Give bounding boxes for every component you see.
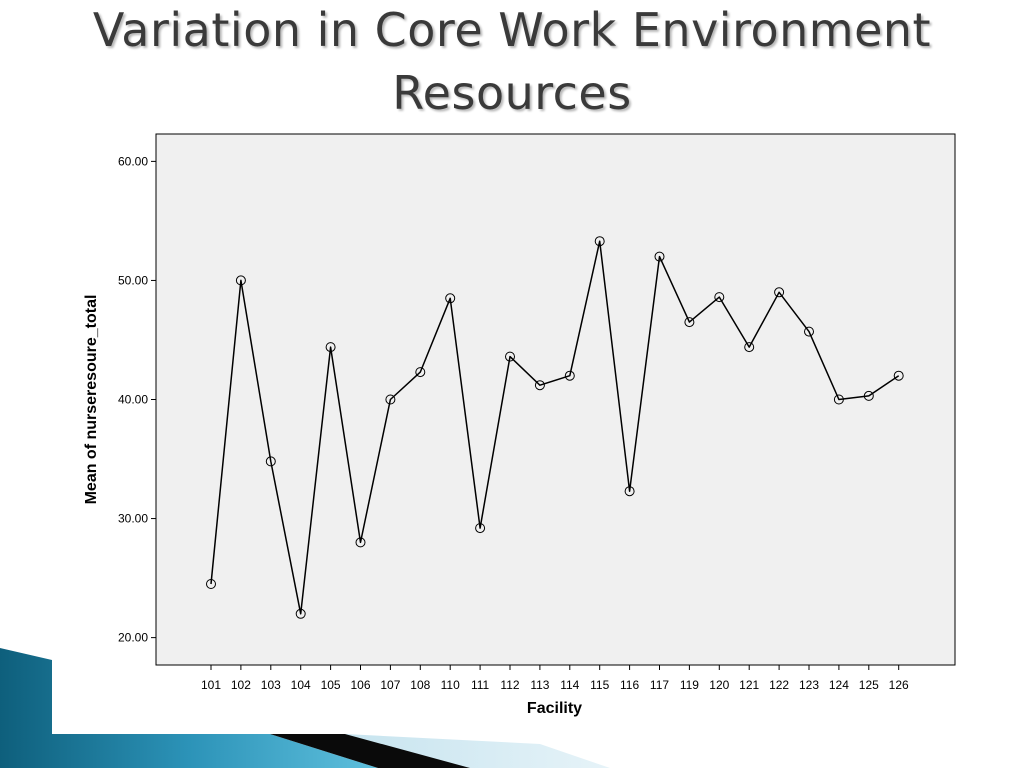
data-point	[355, 537, 366, 548]
y-axis: 20.00 30.00 40.00 50.00 60.00	[118, 154, 156, 645]
x-tick-label: 104	[291, 678, 311, 692]
x-tick-label: 120	[709, 678, 729, 692]
x-tick-label: 111	[471, 678, 490, 692]
x-tick-label: 105	[321, 678, 341, 692]
data-point	[295, 608, 306, 619]
data-point	[863, 390, 874, 401]
slide-title-line1: Variation in Core Work Environment	[92, 3, 932, 57]
x-tick-label: 106	[350, 678, 370, 692]
data-point	[624, 486, 635, 497]
y-tick-label: 50.00	[118, 273, 148, 287]
data-point	[804, 326, 814, 337]
data-point	[235, 275, 246, 286]
x-tick-label: 121	[739, 678, 759, 692]
x-tick-label: 112	[500, 678, 519, 692]
data-point	[206, 579, 216, 589]
y-tick-label: 40.00	[118, 393, 148, 407]
plot-area	[155, 133, 956, 666]
x-tick-label: 126	[889, 678, 909, 692]
x-tick-label: 119	[680, 678, 699, 692]
data-point	[265, 456, 276, 467]
y-tick-label: 60.00	[118, 154, 148, 168]
data-point	[564, 370, 575, 381]
x-tick-label: 113	[530, 678, 549, 692]
data-point	[445, 293, 456, 304]
x-tick-label: 122	[769, 678, 789, 692]
series-markers	[206, 236, 904, 619]
data-point	[893, 370, 904, 381]
data-point	[505, 351, 515, 362]
data-point	[684, 317, 695, 328]
data-point	[475, 523, 486, 534]
y-axis-label: Mean of nurseresoure_total	[83, 295, 100, 505]
data-point	[714, 292, 725, 303]
data-point	[744, 342, 755, 353]
x-tick-label: 101	[201, 678, 221, 692]
data-point	[833, 394, 844, 405]
data-point	[654, 251, 665, 262]
x-tick-label: 125	[859, 678, 879, 692]
teal-corner-shape	[0, 648, 378, 768]
data-point	[415, 367, 426, 378]
x-tick-label: 124	[829, 678, 849, 692]
x-tick-label: 108	[410, 678, 430, 692]
data-point	[325, 342, 336, 353]
data-point	[594, 236, 605, 247]
series-line	[210, 240, 900, 615]
y-tick-label: 30.00	[118, 512, 148, 526]
x-axis: 101 102 103 104 105 106 107 108 110 111 112 113 114 1…	[201, 665, 909, 692]
x-tick-label: 102	[231, 678, 251, 692]
x-tick-label: 114	[560, 678, 579, 692]
data-point	[534, 380, 545, 391]
x-axis-label: Facility	[527, 700, 582, 717]
x-tick-label: 110	[441, 678, 460, 692]
x-tick-label: 115	[590, 678, 609, 692]
x-tick-label: 116	[620, 678, 639, 692]
slide-title-line2: Resources	[392, 66, 632, 120]
x-tick-label: 123	[799, 678, 819, 692]
x-tick-label: 117	[650, 678, 669, 692]
x-tick-label: 107	[380, 678, 400, 692]
black-swoosh	[270, 734, 470, 768]
data-point	[385, 394, 396, 405]
x-tick-label: 103	[261, 678, 281, 692]
data-point	[774, 287, 785, 298]
y-tick-label: 20.00	[118, 631, 148, 645]
